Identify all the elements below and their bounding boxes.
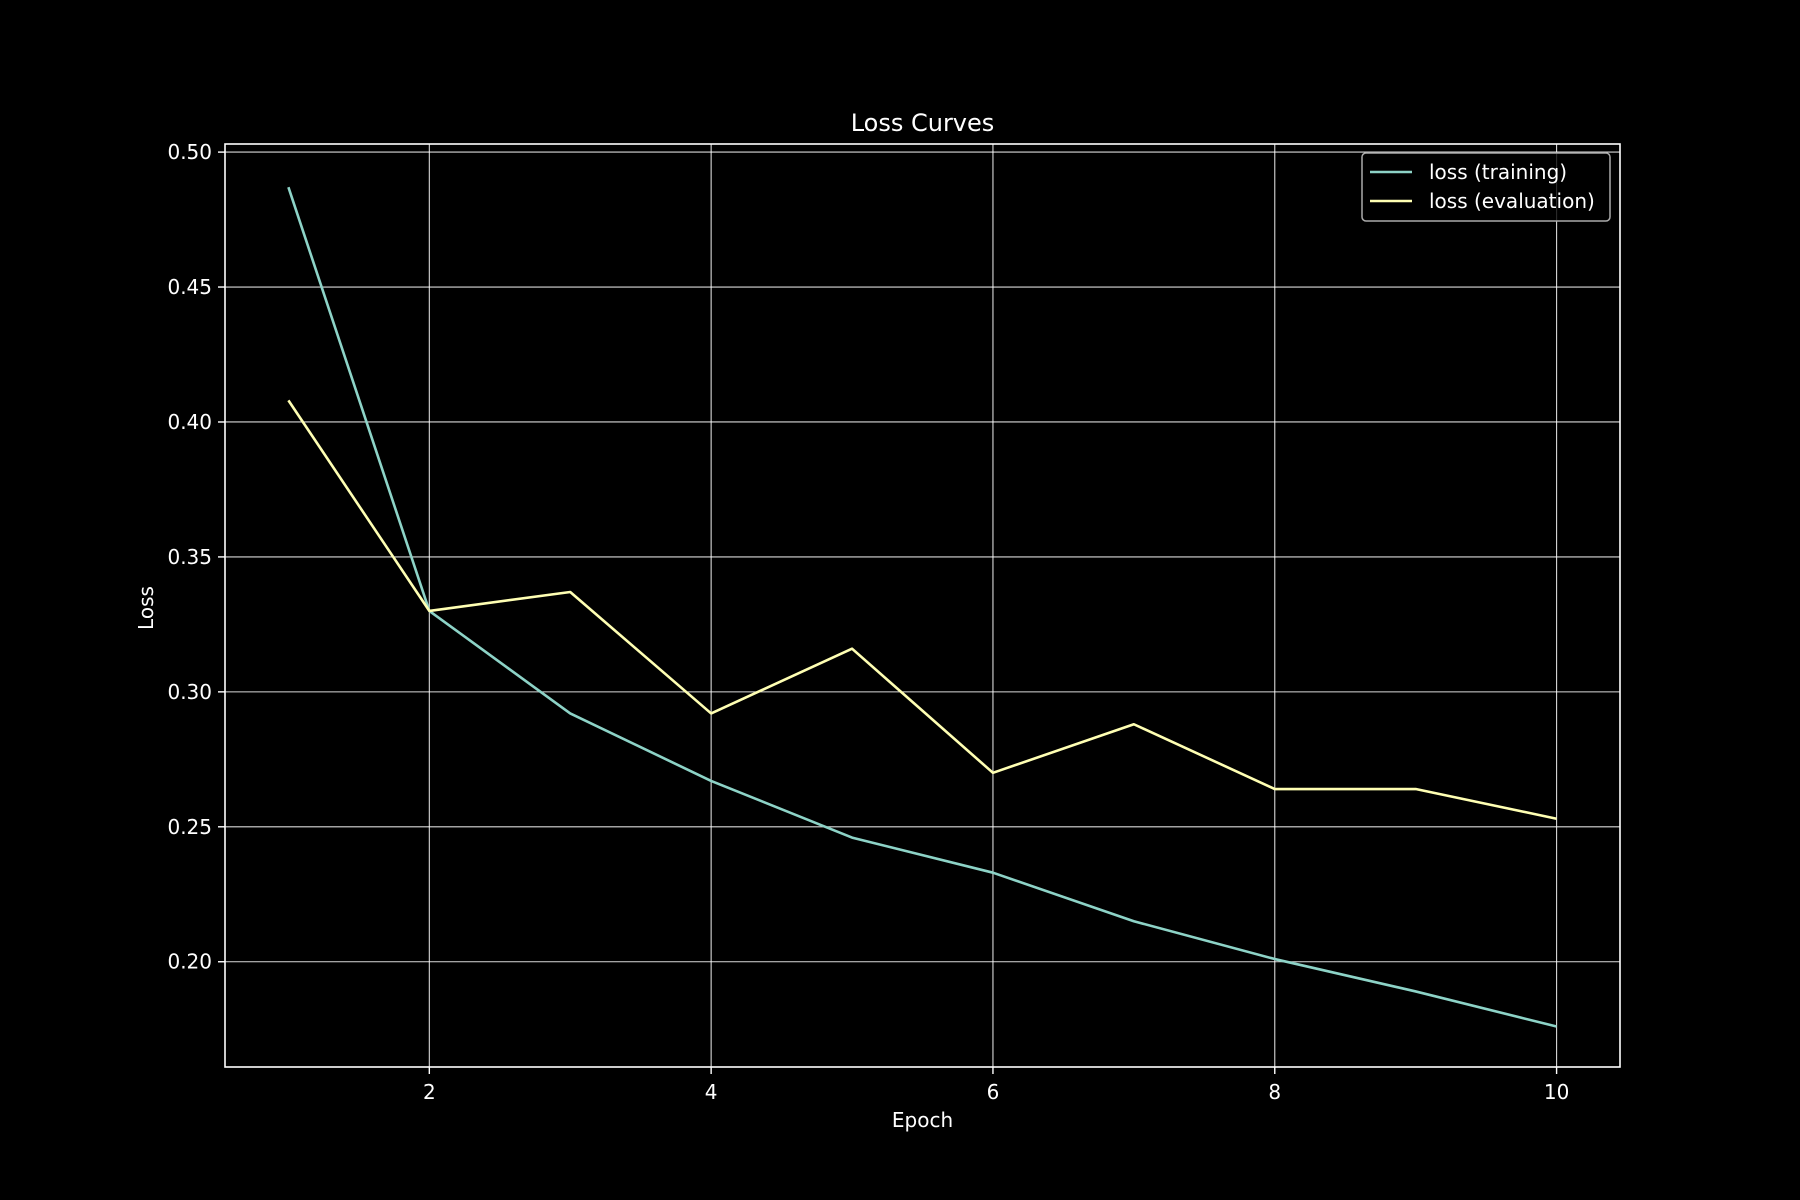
x-tick-label: 6 — [987, 1080, 1000, 1104]
y-tick-label: 0.40 — [167, 410, 212, 434]
plot-frame — [224, 143, 1621, 1068]
x-tick-label: 4 — [705, 1080, 718, 1104]
x-tick-label: 2 — [423, 1080, 436, 1104]
y-tick-label: 0.30 — [167, 680, 212, 704]
series-line-training — [287, 186, 1557, 1028]
legend-frame — [1361, 152, 1611, 222]
x-axis-ticks: 2 4 6 8 10 — [423, 1067, 1569, 1104]
series-line-evaluation — [287, 399, 1557, 820]
y-tick-label: 0.25 — [167, 815, 212, 839]
legend: loss (training) loss (evaluation) — [1361, 152, 1611, 222]
y-tick-label: 0.45 — [167, 275, 212, 299]
chart-title: Loss Curves — [851, 109, 995, 137]
x-tick-label: 8 — [1268, 1080, 1281, 1104]
x-tick-label: 10 — [1544, 1080, 1569, 1104]
y-tick-label: 0.20 — [167, 950, 212, 974]
x-axis-label: Epoch — [892, 1108, 953, 1132]
grid-lines — [225, 144, 1620, 1067]
y-tick-label: 0.35 — [167, 545, 212, 569]
y-axis-label: Loss — [134, 586, 158, 630]
series-lines — [287, 186, 1557, 1028]
legend-label-evaluation: loss (evaluation) — [1429, 189, 1595, 213]
y-tick-label: 0.50 — [167, 140, 212, 164]
y-axis-ticks: 0.20 0.25 0.30 0.35 0.40 0.45 0.50 — [167, 140, 225, 974]
legend-label-training: loss (training) — [1429, 160, 1567, 184]
